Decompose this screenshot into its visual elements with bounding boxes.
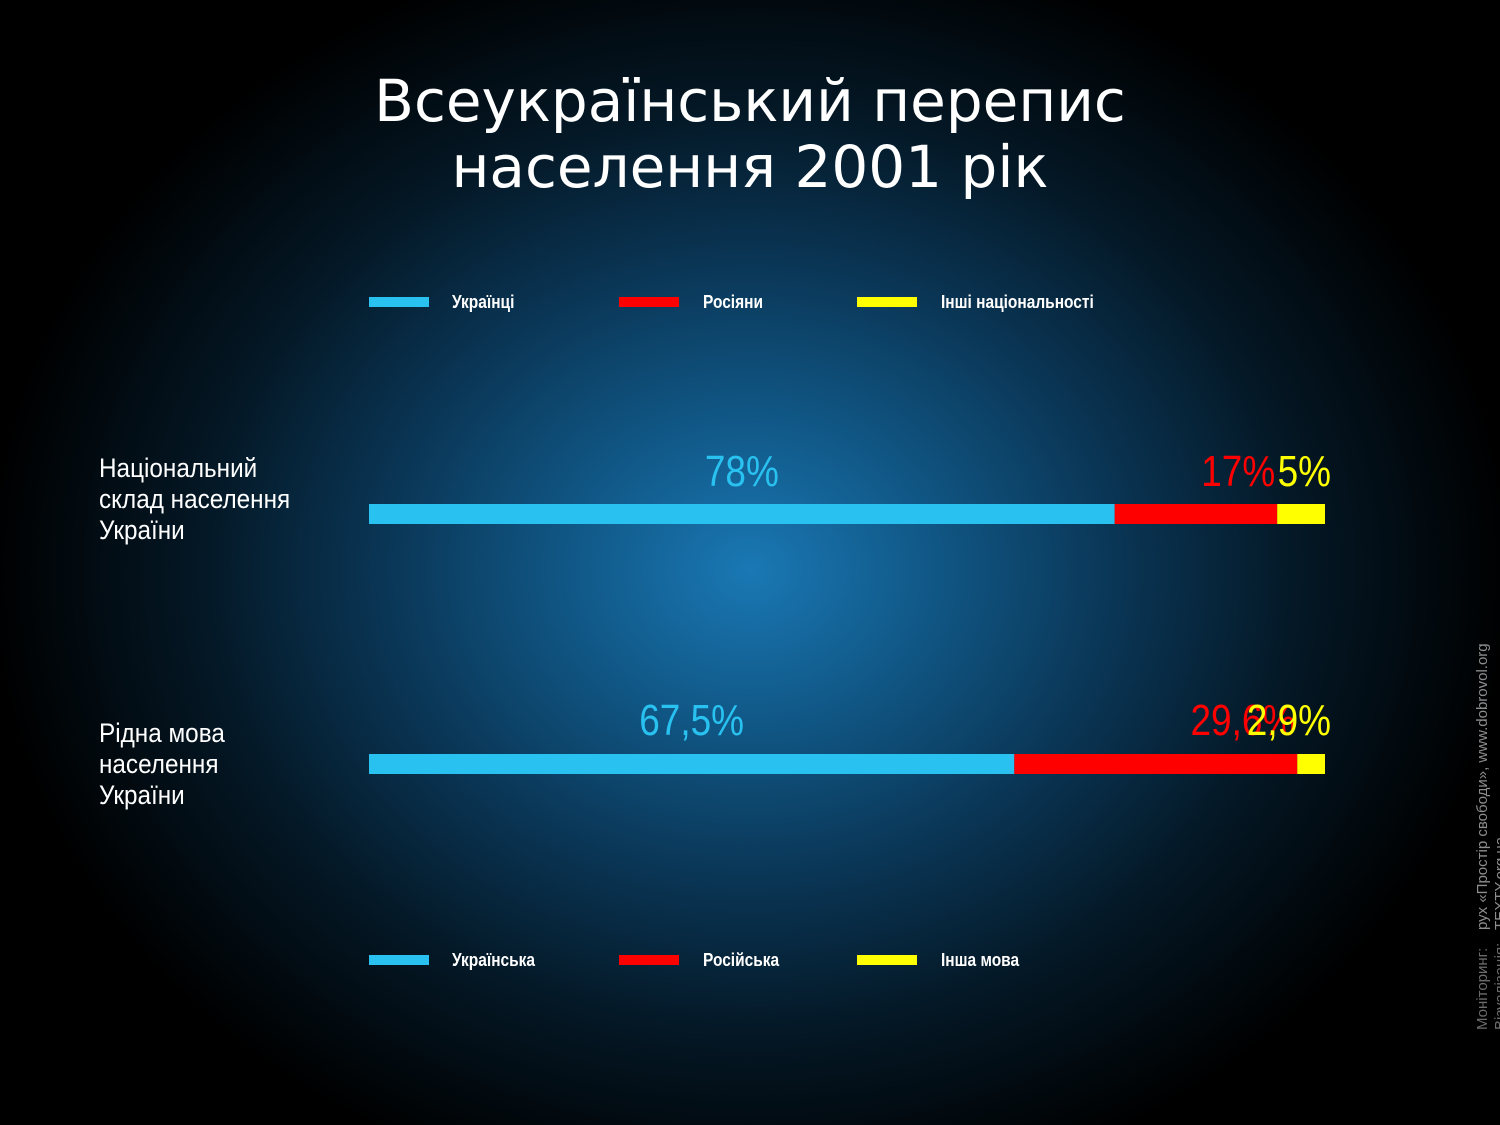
chart-title-line1: Всеукраїнський перепис [374, 67, 1126, 135]
chart-title-line2: населення 2001 рік [451, 133, 1049, 201]
row-label-language-line2: населення [99, 749, 219, 779]
legend-swatch-other-nationalities [857, 297, 917, 307]
credits: Моніторинг: рух «Простір свободи», www.do… [1474, 610, 1500, 1030]
legend-swatch-other-language [857, 955, 917, 965]
bar-segment-nationality-ukrainian [369, 504, 1115, 524]
legend-swatch-russian-language [619, 955, 679, 965]
legend-label-russians: Росіяни [703, 292, 764, 312]
data-label-nationality-russian: 17% [1201, 446, 1275, 496]
bar-segment-language-ukrainian [369, 754, 1015, 774]
chart-title: Всеукраїнський перепис населення 2001 рі… [0, 68, 1500, 200]
data-label-language-other: 2,9% [1247, 695, 1331, 745]
legend-label-other-language: Інша мова [941, 950, 1020, 970]
credit-visualization-label: Візуалізація: [1492, 942, 1500, 1030]
row-label-language-line3: України [99, 780, 185, 810]
data-label-language-ukrainian: 67,5% [639, 695, 744, 745]
bar-segment-nationality-other [1277, 504, 1325, 524]
credit-visualization: Візуалізація: TEXTY.org.ua [1492, 610, 1500, 1030]
bar-segment-language-russian [1014, 754, 1298, 774]
legend-swatch-russians [619, 297, 679, 307]
legend-swatch-ukrainian-language [369, 955, 429, 965]
legend-nationality: Українці Росіяни Інші національності [0, 287, 1500, 317]
row-label-language: Рідна мова населення України [99, 718, 339, 811]
credit-visualization-value: TEXTY.org.ua [1492, 836, 1500, 930]
credit-monitoring: Моніторинг: рух «Простір свободи», www.do… [1474, 610, 1492, 1030]
bar-segment-language-other [1297, 754, 1325, 774]
row-label-nationality-line2: склад населення [99, 484, 291, 514]
legend-language: Українська Російська Інша мова [0, 945, 1500, 975]
legend-label-other-nationalities: Інші національності [941, 292, 1094, 312]
legend-label-ukrainians: Українці [452, 292, 515, 312]
row-label-nationality: Національний склад населення України [99, 453, 339, 546]
legend-label-russian-language: Російська [703, 950, 780, 970]
bar-segment-nationality-russian [1114, 504, 1278, 524]
row-label-nationality-line3: України [99, 515, 185, 545]
credit-monitoring-label: Моніторинг: [1474, 947, 1491, 1030]
legend-swatch-ukrainians [369, 297, 429, 307]
data-label-nationality-other: 5% [1278, 446, 1331, 496]
row-label-language-line1: Рідна мова [99, 718, 225, 748]
credit-monitoring-value: рух «Простір свободи», www.dobrovol.org [1474, 643, 1491, 930]
data-label-language-russian: 29,6% [1190, 695, 1295, 745]
data-label-nationality-ukrainian: 78% [705, 446, 779, 496]
row-label-nationality-line1: Національний [99, 453, 258, 483]
legend-label-ukrainian-language: Українська [452, 950, 536, 970]
